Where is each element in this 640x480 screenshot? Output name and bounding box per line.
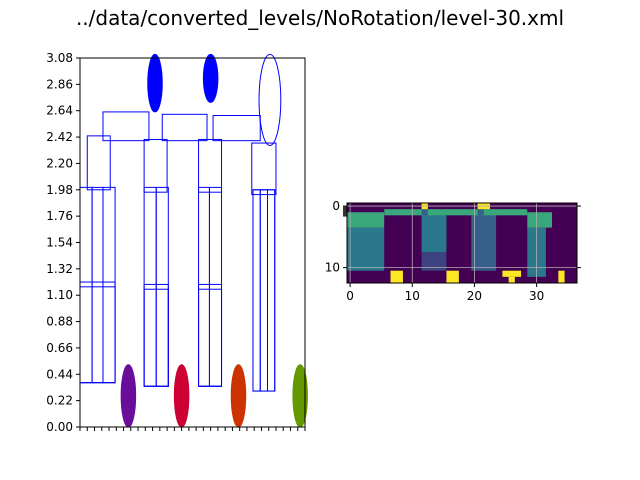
heatmap-block-18 bbox=[390, 270, 403, 283]
level-layout-plot: 0.00 0.22 0.44 0.66 0.88 1.10 1.32 1.54 1.76 1.98… bbox=[46, 51, 321, 452]
level-block-21 bbox=[259, 189, 269, 392]
level-block-15 bbox=[198, 186, 210, 387]
left-ytick-label-12: 2.64 bbox=[46, 104, 73, 118]
right-xtick-label-1: 10 bbox=[405, 289, 420, 303]
level-block-6 bbox=[102, 111, 150, 142]
right-xtick-label-0: 0 bbox=[346, 289, 354, 303]
heatmap-plot: 0 10 20 30 0 10 bbox=[325, 199, 581, 303]
left-ytick-label-4: 0.88 bbox=[46, 315, 73, 329]
level-block-0 bbox=[79, 281, 116, 384]
left-ytick-label-3: 0.66 bbox=[46, 341, 73, 355]
block-rectangles bbox=[79, 111, 277, 392]
heatmap-block-8 bbox=[471, 212, 497, 271]
heatmap-block-3 bbox=[384, 212, 410, 271]
heatmap-block-19 bbox=[446, 270, 459, 283]
level-block-5 bbox=[86, 135, 111, 191]
level-block-14 bbox=[198, 288, 223, 387]
heatmap-block-12 bbox=[552, 212, 577, 271]
level-block-9 bbox=[143, 186, 157, 387]
level-block-23 bbox=[251, 142, 277, 196]
bird-and-pig-ellipses bbox=[120, 53, 308, 428]
level-ellipse-5 bbox=[230, 364, 247, 428]
heatmap-block-11 bbox=[527, 212, 553, 228]
left-ytick-label-7: 1.54 bbox=[46, 236, 73, 250]
left-ytick-label-13: 2.86 bbox=[46, 77, 73, 91]
level-block-16 bbox=[208, 186, 223, 387]
heatmap-grid bbox=[347, 203, 577, 283]
level-block-3 bbox=[91, 186, 104, 384]
heatmap-block-15 bbox=[477, 209, 484, 216]
level-ellipse-4 bbox=[173, 364, 190, 428]
heatmap-block-20 bbox=[502, 270, 522, 277]
left-ytick-label-5: 1.10 bbox=[46, 288, 73, 302]
heatmap-block-1 bbox=[347, 227, 385, 271]
left-xtick-label-band bbox=[64, 438, 321, 452]
left-ytick-label-0: 0.00 bbox=[46, 420, 73, 434]
left-ytick-label-9: 1.98 bbox=[46, 183, 73, 197]
heatmap-block-7 bbox=[446, 212, 472, 271]
right-x-ticks: 0 10 20 30 bbox=[346, 283, 544, 303]
right-xtick-label-3: 30 bbox=[529, 289, 544, 303]
level-ellipse-2 bbox=[258, 53, 282, 146]
heatmap-block-14 bbox=[421, 209, 428, 216]
heatmap-block-9 bbox=[496, 212, 528, 271]
heatmap-block-5 bbox=[421, 212, 447, 253]
right-ytick-label-1: 10 bbox=[325, 261, 340, 275]
left-axes-frame bbox=[79, 57, 306, 428]
left-y-ticks: 0.00 0.22 0.44 0.66 0.88 1.10 1.32 1.54 1.76 1.98… bbox=[46, 51, 80, 434]
right-ytick-label-0: 0 bbox=[332, 199, 340, 213]
left-ytick-label-11: 2.42 bbox=[46, 130, 73, 144]
left-ytick-label-6: 1.32 bbox=[46, 262, 73, 276]
left-ytick-label-10: 2.20 bbox=[46, 156, 73, 170]
left-ytick-label-8: 1.76 bbox=[46, 209, 73, 223]
level-block-1 bbox=[79, 286, 116, 384]
level-ellipse-3 bbox=[120, 364, 137, 428]
left-ytick-label-14: 3.08 bbox=[46, 51, 73, 65]
level-block-13 bbox=[198, 283, 223, 387]
level-block-2 bbox=[79, 186, 93, 384]
level-block-12 bbox=[161, 113, 208, 142]
level-block-17 bbox=[198, 138, 223, 193]
level-block-22 bbox=[267, 189, 276, 392]
level-ellipse-1 bbox=[202, 53, 219, 103]
heatmap-block-2 bbox=[347, 212, 385, 228]
left-x-ticks bbox=[64, 427, 321, 452]
figure-title: ../data/converted_levels/NoRotation/leve… bbox=[75, 6, 565, 30]
level-block-18 bbox=[212, 115, 261, 142]
left-ytick-label-2: 0.44 bbox=[46, 367, 73, 381]
left-ytick-label-1: 0.22 bbox=[46, 394, 73, 408]
level-block-11 bbox=[143, 138, 168, 193]
right-y-ticks: 0 10 bbox=[325, 199, 581, 275]
right-xtick-label-2: 20 bbox=[467, 289, 482, 303]
heatmap-block-4 bbox=[409, 212, 422, 271]
level-block-10 bbox=[155, 186, 169, 387]
level-block-4 bbox=[102, 186, 116, 384]
right-axes-frame bbox=[346, 202, 578, 284]
heatmap-block-6 bbox=[421, 252, 447, 271]
level-ellipse-0 bbox=[147, 53, 163, 113]
heatmap-block-21 bbox=[508, 276, 515, 283]
level-block-20 bbox=[252, 189, 261, 392]
heatmap-block-13 bbox=[384, 209, 528, 216]
heatmap-blocks bbox=[347, 203, 577, 283]
level-block-19 bbox=[252, 189, 276, 392]
heatmap-block-22 bbox=[558, 270, 565, 283]
